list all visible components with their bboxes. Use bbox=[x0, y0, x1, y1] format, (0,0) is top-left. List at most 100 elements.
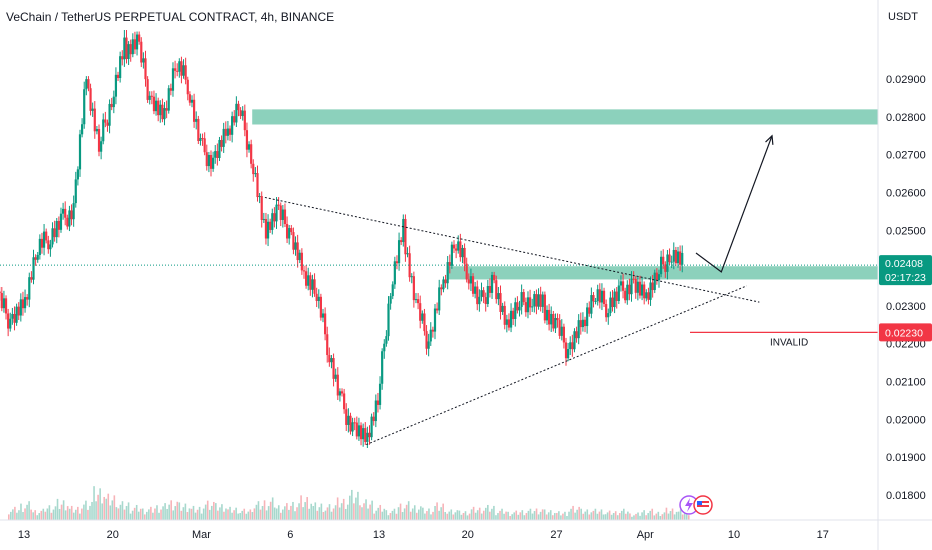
candles[interactable] bbox=[0, 30, 684, 449]
candle[interactable] bbox=[277, 197, 280, 211]
candle[interactable] bbox=[376, 392, 380, 413]
candle[interactable] bbox=[598, 283, 601, 309]
candle[interactable] bbox=[336, 367, 339, 401]
candle[interactable] bbox=[469, 268, 473, 292]
candle[interactable] bbox=[70, 204, 73, 226]
candle[interactable] bbox=[49, 239, 52, 257]
candle[interactable] bbox=[78, 129, 82, 177]
candle[interactable] bbox=[125, 30, 128, 64]
candle[interactable] bbox=[387, 296, 390, 341]
candle[interactable] bbox=[484, 292, 487, 312]
candle[interactable] bbox=[279, 202, 282, 227]
candle[interactable] bbox=[302, 265, 306, 279]
candle[interactable] bbox=[26, 294, 29, 306]
candle[interactable] bbox=[520, 284, 523, 315]
candle[interactable] bbox=[397, 232, 401, 271]
candle[interactable] bbox=[359, 422, 363, 446]
candle[interactable] bbox=[7, 308, 10, 337]
candle[interactable] bbox=[226, 120, 230, 141]
candle[interactable] bbox=[112, 90, 115, 114]
candle[interactable] bbox=[207, 151, 210, 173]
candle[interactable] bbox=[313, 273, 316, 297]
candle[interactable] bbox=[188, 91, 191, 106]
candle[interactable] bbox=[40, 232, 44, 254]
candle[interactable] bbox=[247, 141, 251, 153]
candle[interactable] bbox=[64, 201, 67, 226]
candle[interactable] bbox=[522, 289, 525, 306]
candle[interactable] bbox=[178, 58, 181, 78]
candle[interactable] bbox=[569, 336, 572, 356]
candle[interactable] bbox=[95, 126, 99, 135]
candle[interactable] bbox=[507, 313, 511, 331]
candle[interactable] bbox=[531, 298, 534, 312]
candle[interactable] bbox=[357, 417, 361, 441]
candle[interactable] bbox=[173, 60, 177, 79]
candle[interactable] bbox=[438, 279, 441, 315]
candle[interactable] bbox=[446, 256, 449, 290]
candle[interactable] bbox=[528, 289, 532, 315]
candle[interactable] bbox=[586, 302, 589, 334]
candle[interactable] bbox=[264, 212, 268, 245]
candle[interactable] bbox=[216, 143, 219, 166]
candle[interactable] bbox=[123, 30, 126, 67]
candle[interactable] bbox=[488, 278, 492, 298]
candle[interactable] bbox=[647, 287, 650, 305]
candle[interactable] bbox=[121, 50, 124, 66]
candle[interactable] bbox=[182, 59, 185, 79]
candle[interactable] bbox=[171, 62, 175, 97]
candle[interactable] bbox=[486, 279, 489, 308]
candle[interactable] bbox=[233, 110, 236, 126]
candle[interactable] bbox=[83, 81, 86, 129]
candle[interactable] bbox=[169, 83, 172, 96]
candle[interactable] bbox=[619, 275, 623, 292]
candle[interactable] bbox=[421, 310, 424, 324]
candle[interactable] bbox=[607, 308, 610, 325]
candle[interactable] bbox=[461, 244, 464, 264]
candle[interactable] bbox=[632, 271, 635, 284]
candle[interactable] bbox=[81, 118, 84, 138]
candle[interactable] bbox=[4, 295, 8, 320]
candle[interactable] bbox=[429, 322, 432, 346]
candle[interactable] bbox=[577, 314, 580, 345]
candle[interactable] bbox=[524, 297, 527, 317]
candle[interactable] bbox=[186, 76, 189, 101]
candle[interactable] bbox=[588, 301, 591, 317]
candle[interactable] bbox=[617, 279, 620, 305]
candle[interactable] bbox=[395, 255, 399, 270]
candle[interactable] bbox=[600, 283, 604, 311]
candle[interactable] bbox=[89, 83, 92, 116]
candle[interactable] bbox=[567, 342, 570, 362]
candle[interactable] bbox=[285, 216, 289, 244]
candle[interactable] bbox=[509, 303, 513, 333]
candle[interactable] bbox=[416, 293, 420, 310]
candle[interactable] bbox=[114, 67, 118, 105]
candle[interactable] bbox=[383, 339, 386, 359]
candle[interactable] bbox=[423, 308, 426, 336]
y-axis[interactable]: 0.02900 0.02800 0.02700 0.02600 0.02500 0.024… bbox=[877, 0, 932, 550]
candle[interactable] bbox=[237, 100, 240, 117]
candle[interactable] bbox=[571, 334, 574, 357]
candle[interactable] bbox=[36, 251, 39, 263]
candle[interactable] bbox=[87, 76, 90, 92]
candle[interactable] bbox=[324, 307, 327, 341]
candle[interactable] bbox=[231, 111, 234, 143]
candle[interactable] bbox=[332, 353, 335, 387]
candle[interactable] bbox=[218, 136, 221, 162]
candle[interactable] bbox=[55, 217, 58, 244]
candle[interactable] bbox=[266, 214, 270, 247]
candle[interactable] bbox=[666, 249, 669, 280]
candle[interactable] bbox=[298, 249, 301, 264]
candle[interactable] bbox=[664, 261, 667, 278]
candle[interactable] bbox=[391, 281, 394, 300]
candle[interactable] bbox=[144, 50, 147, 87]
candle[interactable] bbox=[119, 51, 122, 83]
candle[interactable] bbox=[592, 292, 595, 308]
candle[interactable] bbox=[157, 97, 160, 122]
candle[interactable] bbox=[311, 274, 314, 298]
candle[interactable] bbox=[562, 323, 565, 349]
candle[interactable] bbox=[381, 348, 384, 390]
candle[interactable] bbox=[541, 291, 544, 313]
candle[interactable] bbox=[362, 423, 365, 447]
candle[interactable] bbox=[518, 300, 521, 317]
